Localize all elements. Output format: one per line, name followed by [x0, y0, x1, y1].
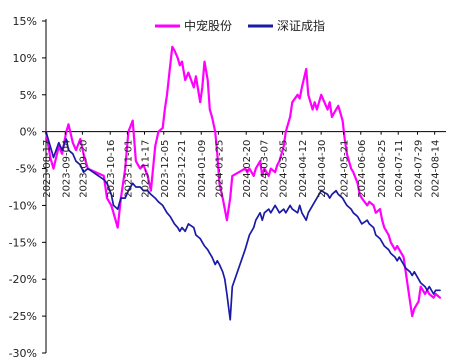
x-tick-label: 2024-01-25 — [214, 140, 225, 198]
y-tick-label: 0% — [20, 126, 37, 139]
x-tick-label: 2023-12-05 — [160, 140, 171, 198]
y-tick-label: 5% — [20, 89, 37, 102]
x-tick-label: 2024-01-09 — [197, 140, 208, 198]
y-tick-label: -30% — [9, 347, 37, 360]
x-tick-label: 2024-03-07 — [259, 140, 270, 198]
x-tick-label: 2024-07-29 — [414, 140, 425, 198]
x-tick-label: 2024-05-21 — [340, 140, 351, 198]
x-tick-label: 2024-04-12 — [298, 140, 309, 198]
x-tick-label: 2024-02-20 — [242, 140, 253, 198]
legend-label-0: 中宠股份 — [184, 18, 232, 33]
y-tick-label: 10% — [13, 52, 37, 65]
x-tick-label: 2024-03-25 — [279, 140, 290, 198]
x-tick-label: 2023-09-04 — [61, 140, 72, 198]
y-tick-label: -5% — [16, 163, 37, 176]
x-tick-label: 2023-12-21 — [177, 140, 188, 198]
y-tick-label: 15% — [13, 15, 37, 28]
x-tick-label: 2023-10-16 — [106, 140, 117, 198]
x-tick-label: 2024-04-30 — [317, 140, 328, 198]
y-tick-label: -20% — [9, 273, 37, 286]
x-tick-label: 2023-11-17 — [141, 140, 152, 198]
x-tick-label: 2024-07-11 — [394, 140, 405, 198]
x-tick-label: 2023-08-17 — [42, 140, 53, 198]
x-tick-label: 2024-08-14 — [431, 140, 442, 198]
x-tick-label: 2023-11-01 — [123, 140, 134, 198]
y-tick-label: -25% — [9, 310, 37, 323]
legend-label-1: 深证成指 — [277, 18, 325, 33]
x-tick-label: 2024-06-25 — [377, 140, 388, 198]
x-tick-label: 2024-06-06 — [357, 140, 368, 198]
x-tick-label: 2023-09-20 — [78, 140, 89, 198]
series-line-1 — [45, 130, 441, 321]
y-tick-label: -10% — [9, 199, 37, 212]
series-line-0 — [44, 45, 442, 318]
y-tick-label: -15% — [9, 236, 37, 249]
